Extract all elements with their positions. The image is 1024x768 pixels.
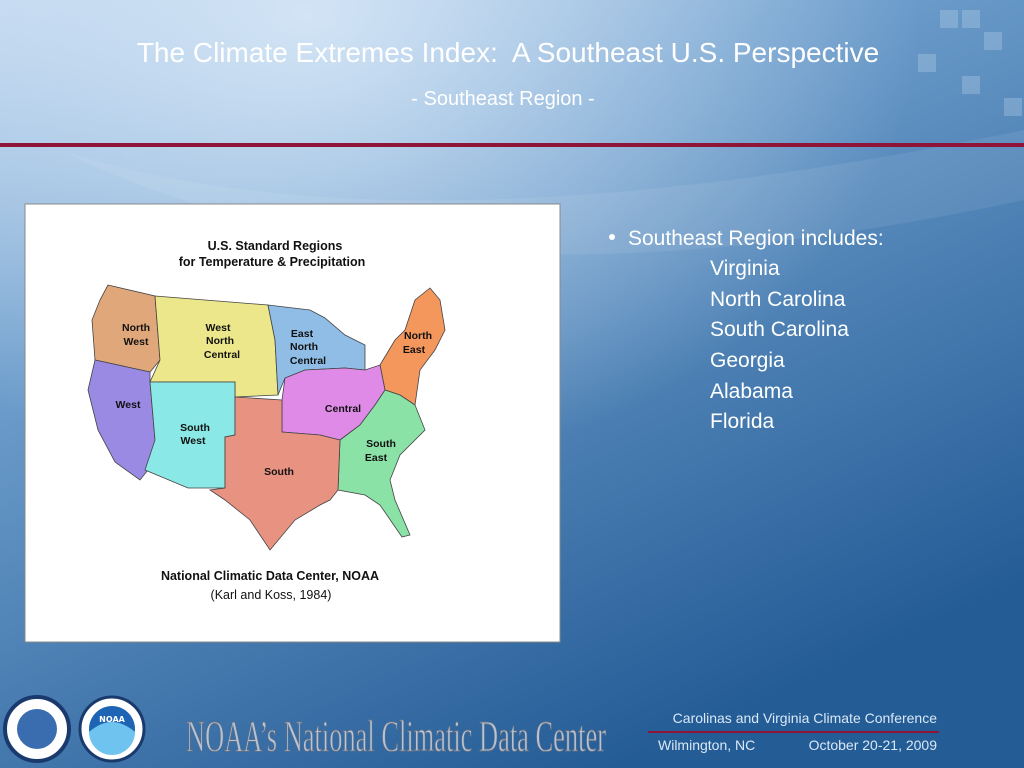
bullet-heading: Southeast Region includes: (628, 227, 884, 250)
region-label: West (124, 336, 149, 348)
noaa-logo-text: NOAA (99, 715, 125, 724)
location: Wilmington, NC (658, 737, 755, 753)
region-label: North (404, 330, 432, 342)
region-label: West (206, 322, 231, 334)
region-label: North (206, 335, 234, 347)
region-label: North (290, 341, 318, 353)
region-label: East (403, 344, 426, 356)
divider (0, 143, 1024, 147)
figure: U.S. Standard Regions for Temperature & … (24, 203, 561, 643)
bullet-item: Georgia (710, 349, 785, 372)
region (208, 396, 341, 551)
bullet-item: Florida (710, 410, 775, 433)
bullet-item: South Carolina (710, 318, 849, 341)
region-label: Central (204, 349, 240, 361)
title: The Climate Extremes Index: A Southeast … (137, 37, 879, 68)
bullet-item: Alabama (710, 380, 793, 403)
bullet-item: Virginia (710, 257, 780, 280)
region-label: Central (290, 355, 326, 367)
conference: Carolinas and Virginia Climate Conferenc… (673, 710, 938, 726)
figure-citation: (Karl and Koss, 1984) (211, 588, 332, 602)
commerce-logo-inner (17, 709, 57, 749)
figure-title: U.S. Standard Regions (208, 239, 343, 253)
region-label: South (366, 438, 396, 450)
region-label: West (181, 435, 206, 447)
figure-source: National Climatic Data Center, NOAA (161, 569, 379, 583)
subtitle: - Southeast Region - (411, 88, 594, 110)
region-label: South (264, 466, 294, 478)
region-label: North (122, 322, 150, 334)
region-label: South (180, 422, 210, 434)
bullet (609, 234, 615, 240)
region-label: West (116, 399, 141, 411)
bullet-item: North Carolina (710, 288, 846, 311)
figure-title: for Temperature & Precipitation (179, 255, 366, 269)
dates: October 20-21, 2009 (809, 737, 938, 753)
region (87, 359, 156, 481)
bullet-list: Southeast Region includes: Virginia Nort… (609, 227, 884, 433)
noaa-logo-wave (89, 722, 135, 755)
region-label: East (291, 328, 314, 340)
footer: NOAA NOAA’s National Climatic Data Cente… (3, 695, 939, 763)
region-label: East (365, 452, 388, 464)
region-label: Central (325, 403, 361, 415)
organization: NOAA’s National Climatic Data Center (186, 712, 606, 761)
region (337, 389, 426, 538)
pixel-pattern (918, 10, 1022, 116)
footer-divider (648, 731, 939, 733)
